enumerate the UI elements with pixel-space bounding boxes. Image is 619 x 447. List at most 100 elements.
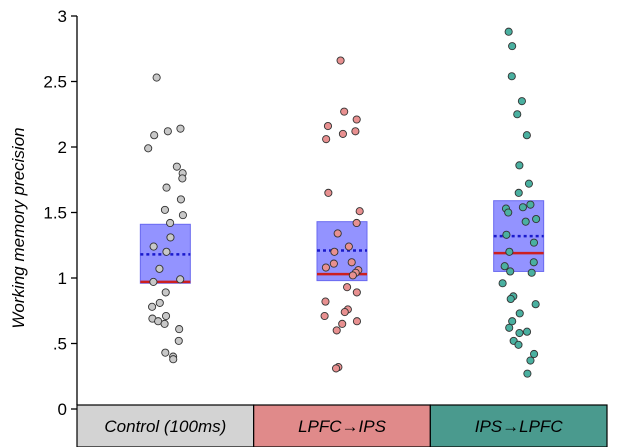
data-point <box>523 369 532 378</box>
data-point <box>340 308 349 317</box>
data-point <box>355 207 364 216</box>
y-axis-title: Working memory precision <box>9 127 28 328</box>
data-point <box>532 214 541 224</box>
data-point <box>149 277 158 286</box>
data-point <box>352 317 362 326</box>
data-point <box>522 327 532 336</box>
data-point <box>338 129 347 138</box>
data-point <box>160 319 169 328</box>
data-point <box>351 127 360 136</box>
data-point <box>517 97 526 106</box>
data-point <box>144 144 153 153</box>
data-point <box>166 233 175 242</box>
data-point <box>515 328 524 338</box>
data-point <box>515 309 524 318</box>
data-point <box>506 294 515 304</box>
data-point <box>172 162 181 171</box>
data-point <box>321 297 330 306</box>
data-point <box>178 174 187 183</box>
data-point <box>340 107 349 116</box>
data-point <box>155 264 164 273</box>
data-point <box>333 229 342 238</box>
category-label: Control (100ms) <box>104 417 226 436</box>
data-point <box>152 73 161 82</box>
category-label: IPS→LPFC <box>475 417 564 436</box>
data-point <box>506 267 515 276</box>
data-point <box>514 340 523 349</box>
category-band <box>429 404 608 447</box>
data-point <box>166 218 175 228</box>
data-point <box>502 230 511 239</box>
y-tick-label: 1.5 <box>43 204 67 223</box>
data-point <box>348 271 357 280</box>
y-tick-label: 3 <box>58 7 67 26</box>
y-tick-label: 2 <box>58 138 67 157</box>
data-point <box>155 298 164 307</box>
data-point <box>347 258 356 267</box>
data-point <box>352 115 361 124</box>
data-point <box>529 258 538 267</box>
data-point <box>329 259 338 268</box>
plot-area: 0 .5 1 1.5 2 2.5 3 Control (100ms) LPFC→IPS IPS→L… <box>43 7 608 447</box>
data-point <box>526 356 535 365</box>
data-point <box>336 56 345 65</box>
data-point <box>515 161 524 170</box>
data-point <box>504 208 513 217</box>
data-point <box>162 247 171 256</box>
data-point <box>175 325 184 334</box>
data-point <box>162 183 171 192</box>
data-point <box>505 247 514 256</box>
data-point <box>527 268 536 277</box>
data-point <box>352 218 361 228</box>
data-point <box>330 247 339 256</box>
data-point <box>352 288 361 297</box>
data-point <box>529 238 539 247</box>
data-point <box>178 211 187 220</box>
data-point <box>505 323 514 332</box>
data-point <box>521 217 530 226</box>
data-point <box>176 124 185 133</box>
data-point <box>513 110 522 119</box>
data-point <box>323 121 333 131</box>
data-point <box>530 349 539 359</box>
data-point <box>338 319 347 328</box>
data-point <box>163 127 172 136</box>
data-point <box>149 242 158 251</box>
data-point <box>500 262 509 271</box>
data-point <box>344 242 353 251</box>
data-point <box>507 72 516 81</box>
data-point <box>322 135 331 144</box>
data-point <box>148 302 157 311</box>
data-point <box>161 348 170 357</box>
data-point <box>332 326 341 335</box>
data-point <box>332 364 341 373</box>
data-point <box>176 275 185 284</box>
data-point <box>526 200 535 209</box>
data-point <box>508 42 517 51</box>
category-band <box>253 404 431 447</box>
data-point <box>169 355 178 364</box>
data-point <box>320 311 329 321</box>
y-tick-label: 1 <box>58 269 67 288</box>
data-point <box>508 317 517 326</box>
data-point <box>518 203 527 212</box>
data-point <box>498 279 507 288</box>
data-point <box>514 188 523 197</box>
data-point <box>174 336 183 345</box>
data-point <box>160 205 169 214</box>
data-point <box>176 195 185 204</box>
y-tick-label: 0 <box>58 400 67 419</box>
data-point <box>343 283 352 292</box>
data-point <box>524 179 533 188</box>
y-tick-label: 2.5 <box>43 73 67 92</box>
data-point <box>161 288 170 297</box>
data-point <box>161 311 171 321</box>
data-point <box>324 188 333 197</box>
data-point <box>150 131 159 140</box>
data-point <box>531 300 540 309</box>
y-tick-label: .5 <box>53 335 67 354</box>
data-point <box>504 27 513 36</box>
data-point <box>522 131 531 140</box>
data-point <box>321 263 330 272</box>
